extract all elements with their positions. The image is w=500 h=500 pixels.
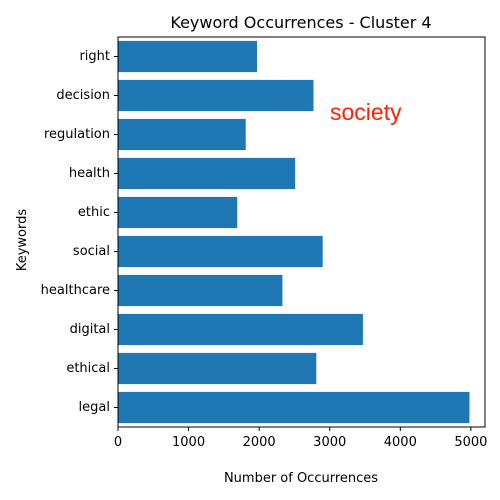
y-tick-label-regulation: regulation xyxy=(44,127,110,142)
x-tick-label: 5000 xyxy=(454,435,487,450)
bar-health xyxy=(118,157,296,190)
bar-social xyxy=(118,235,323,268)
plot-area: legal ethical digital healthcare social ethic… xyxy=(41,36,487,450)
bar-ethic xyxy=(118,196,238,229)
y-tick-label-decision: decision xyxy=(56,88,110,103)
bar-decision xyxy=(118,79,314,112)
bar-healthcare xyxy=(118,274,283,307)
axes-frame xyxy=(117,36,486,428)
y-tick-label-ethic: ethic xyxy=(78,205,110,220)
bar-digital xyxy=(118,313,363,346)
x-tick-label: 4000 xyxy=(384,435,417,450)
annotation-label: society xyxy=(330,99,402,125)
chart-title: Keyword Occurrences - Cluster 4 xyxy=(170,13,431,32)
x-tick-label: 2000 xyxy=(243,435,276,450)
bar-right xyxy=(118,40,258,73)
bar-ethical xyxy=(118,352,317,385)
bar-legal xyxy=(118,391,470,424)
y-tick-label-legal: legal xyxy=(79,400,110,415)
y-axis-title: Keywords xyxy=(15,209,30,272)
x-tick-label: 1000 xyxy=(172,435,205,450)
y-tick-label-digital: digital xyxy=(70,322,110,337)
y-tick-label-right: right xyxy=(79,49,110,64)
y-tick-label-healthcare: healthcare xyxy=(41,283,110,298)
y-tick-label-ethical: ethical xyxy=(66,361,110,376)
x-axis-title: Number of Occurrences xyxy=(224,471,378,486)
x-tick-label: 3000 xyxy=(313,435,346,450)
y-tick-label-health: health xyxy=(69,166,110,181)
y-tick-label-social: social xyxy=(73,244,110,259)
bar-regulation xyxy=(118,118,246,151)
x-tick-label: 0 xyxy=(114,435,122,450)
